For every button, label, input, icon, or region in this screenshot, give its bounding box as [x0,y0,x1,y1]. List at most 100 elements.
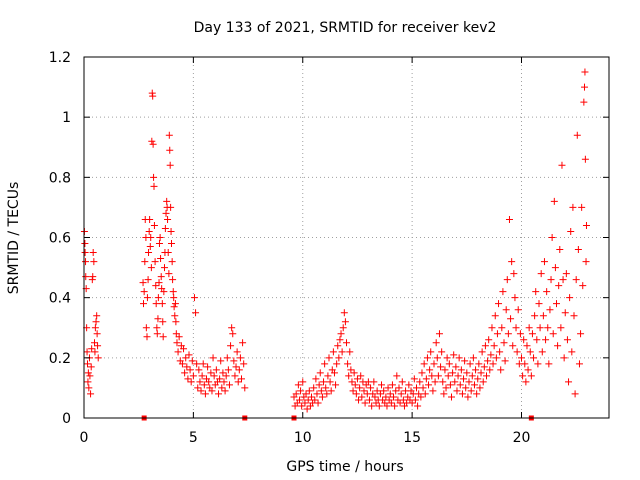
data-point [166,161,174,169]
data-point [145,227,153,235]
data-point [464,393,472,401]
data-point [341,318,349,326]
data-point [581,83,588,91]
data-point [155,240,163,248]
data-point [352,390,360,398]
data-point [427,348,435,356]
data-point [511,294,519,302]
data-point [339,324,347,332]
data-point [438,348,446,356]
y-tick-label: 0 [62,411,71,427]
data-point [398,378,406,386]
data-point [387,399,395,407]
data-point [161,224,169,232]
data-point [327,387,335,395]
data-point [491,312,499,320]
data-point [496,348,504,356]
data-point [523,342,531,350]
data-point [428,372,436,380]
data-point [509,342,517,350]
data-point [192,309,200,317]
x-tick-label: 0 [80,430,89,446]
data-point [540,258,548,266]
data-point [423,354,431,362]
data-point [219,369,227,377]
data-point [450,351,458,359]
data-point [193,360,201,368]
data-point [178,360,186,368]
data-point [435,330,443,338]
data-point [504,330,512,338]
data-point [360,387,368,395]
data-point [356,384,364,392]
data-point [324,372,332,380]
data-point [421,390,429,398]
data-point [469,354,477,362]
data-point [559,276,567,284]
data-point [145,249,153,257]
data-point [375,402,383,410]
chart-title: Day 133 of 2021, SRMTID for receiver kev… [194,20,497,36]
data-point [84,369,92,377]
data-point [167,203,175,211]
data-point [187,378,195,386]
data-point [346,348,354,356]
data-point [521,360,529,368]
data-point [82,258,90,266]
data-point [538,348,546,356]
data-point [141,258,149,266]
data-point [395,384,403,392]
data-point [405,381,413,389]
data-point [170,294,178,302]
data-point [492,354,500,362]
data-point [233,348,241,356]
data-point [143,294,151,302]
data-point [413,384,420,392]
data-point [216,375,224,383]
data-point [357,372,365,380]
data-point [386,390,394,398]
data-point [461,357,469,365]
data-point [330,369,338,377]
data-point [89,273,97,281]
data-point [236,354,244,362]
data-point [197,387,205,395]
data-point [384,384,392,392]
data-point [399,396,407,404]
data-point [555,282,563,290]
data-point [556,246,564,254]
data-point [581,155,589,163]
data-point [368,402,376,410]
data-point [392,387,400,395]
data-point [533,336,541,344]
data-point [299,378,307,386]
data-point [84,378,92,386]
data-point [441,366,449,374]
data-point [172,318,180,326]
data-point [223,354,231,362]
data-point [92,318,100,326]
data-point [417,393,425,401]
data-point [308,393,315,401]
data-point [305,387,313,395]
data-point [526,348,534,356]
data-point [195,366,203,374]
y-tick-label: 0.8 [49,170,71,186]
data-point [456,381,464,389]
data-point [546,306,554,314]
data-point [303,405,311,413]
data-point [582,221,590,229]
data-point [91,324,99,332]
data-point [167,227,175,235]
data-point [171,312,179,320]
x-tick-label: 20 [513,430,531,446]
data-point [566,294,574,302]
data-point [183,363,191,371]
data-point [209,354,217,362]
data-point [503,276,511,284]
data-point [443,354,451,362]
data-point [194,384,202,392]
data-point [338,348,346,356]
data-point [204,363,212,371]
data-point [345,372,353,380]
